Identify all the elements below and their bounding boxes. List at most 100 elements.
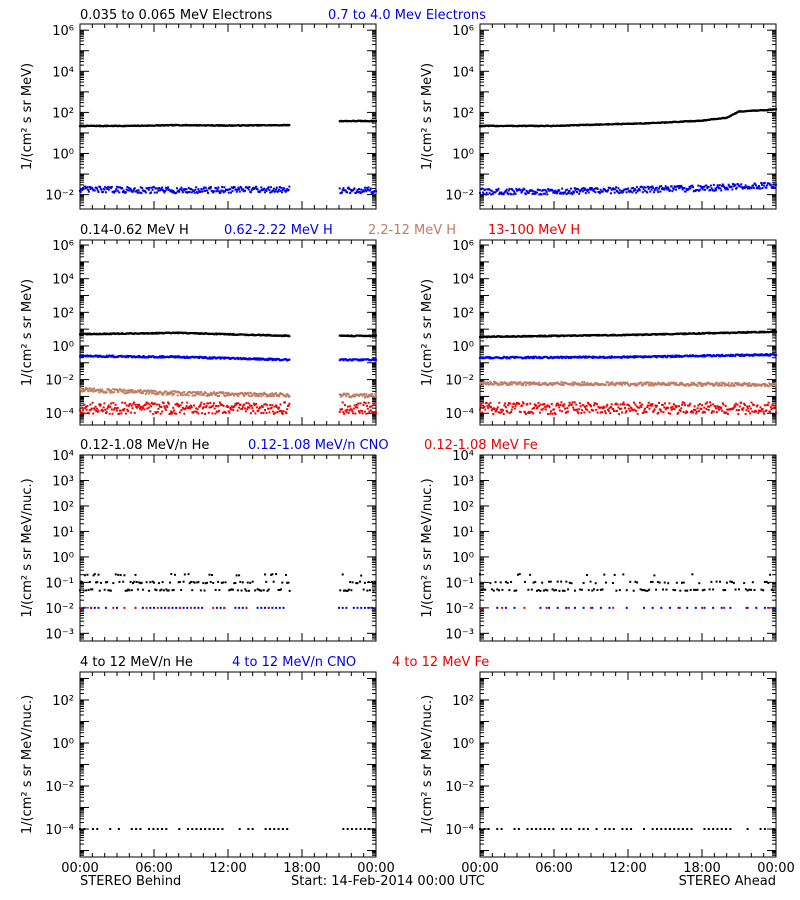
data-point — [284, 190, 287, 193]
data-point — [718, 382, 721, 385]
data-point — [256, 392, 259, 395]
data-point — [775, 330, 777, 333]
data-point — [257, 357, 260, 360]
data-point — [264, 392, 267, 395]
data-point — [241, 407, 244, 410]
data-point — [196, 192, 199, 195]
data-point — [199, 403, 202, 406]
data-point — [225, 394, 228, 397]
data-point — [227, 188, 229, 191]
data-point — [181, 394, 184, 397]
data-point — [760, 353, 763, 356]
data-point — [116, 409, 118, 412]
data-point — [654, 188, 657, 191]
data-point — [355, 406, 358, 409]
data-point — [86, 404, 89, 407]
data-point — [537, 188, 540, 191]
data-point — [256, 358, 259, 361]
data-point — [544, 382, 547, 385]
data-point — [344, 358, 347, 361]
data-point — [561, 383, 564, 386]
data-point — [155, 187, 158, 190]
data-point — [508, 187, 511, 190]
data-point — [141, 392, 144, 395]
data-point — [759, 383, 762, 386]
data-point — [124, 356, 127, 359]
series-blue-points — [79, 185, 377, 195]
data-point — [345, 395, 348, 398]
data-point — [366, 396, 369, 399]
data-point — [145, 391, 148, 394]
data-point — [664, 187, 666, 190]
data-point — [243, 403, 246, 406]
data-point — [249, 412, 252, 415]
data-point — [172, 390, 175, 393]
data-point — [231, 190, 234, 193]
data-point — [372, 411, 375, 414]
data-point — [489, 380, 492, 383]
data-point — [80, 411, 83, 414]
data-point — [195, 392, 198, 395]
data-point — [231, 406, 234, 409]
data-point — [128, 189, 131, 192]
data-point — [186, 355, 189, 358]
data-point — [169, 412, 172, 415]
data-point — [150, 186, 153, 189]
data-point — [96, 407, 99, 410]
data-point — [646, 185, 649, 188]
data-point — [227, 394, 229, 397]
data-point — [124, 392, 127, 395]
data-point — [157, 392, 160, 395]
data-point — [93, 387, 96, 390]
data-point — [712, 183, 715, 186]
data-point — [542, 192, 545, 195]
data-point — [648, 384, 651, 387]
data-point — [96, 187, 99, 190]
data-point — [766, 384, 769, 387]
data-point — [754, 183, 757, 186]
data-point — [543, 383, 546, 386]
data-point — [650, 188, 653, 191]
data-point — [743, 354, 746, 357]
data-point — [121, 389, 124, 392]
data-point — [689, 384, 692, 387]
data-point — [746, 385, 749, 388]
data-point — [700, 384, 703, 387]
data-point — [281, 191, 284, 194]
data-point — [663, 382, 666, 385]
data-point — [340, 191, 343, 194]
data-point — [266, 393, 269, 396]
data-point — [131, 190, 134, 193]
data-point — [140, 392, 143, 395]
data-point — [98, 185, 101, 188]
data-point — [87, 190, 90, 193]
data-point — [514, 192, 517, 195]
data-point — [681, 188, 684, 191]
data-point — [170, 410, 173, 413]
data-point — [485, 383, 488, 386]
data-point — [131, 407, 134, 410]
data-point — [126, 408, 129, 411]
data-point — [492, 383, 495, 386]
data-point — [154, 390, 157, 393]
data-point — [215, 405, 218, 408]
data-point — [249, 392, 252, 395]
data-point — [501, 381, 504, 384]
data-point — [112, 354, 115, 357]
data-point — [686, 383, 689, 386]
data-point — [255, 402, 258, 405]
data-point — [165, 188, 168, 191]
data-point — [166, 391, 169, 394]
data-point — [534, 383, 537, 386]
data-point — [602, 355, 605, 358]
data-point — [718, 184, 721, 187]
data-point — [505, 383, 508, 386]
row1-title-electrons-low: 0.035 to 0.065 MeV Electrons — [80, 8, 272, 23]
data-point — [188, 191, 191, 194]
data-point — [164, 390, 167, 393]
data-point — [96, 410, 99, 413]
data-point — [732, 383, 735, 386]
data-point — [538, 189, 541, 192]
data-point — [340, 395, 343, 398]
data-point — [119, 388, 122, 391]
